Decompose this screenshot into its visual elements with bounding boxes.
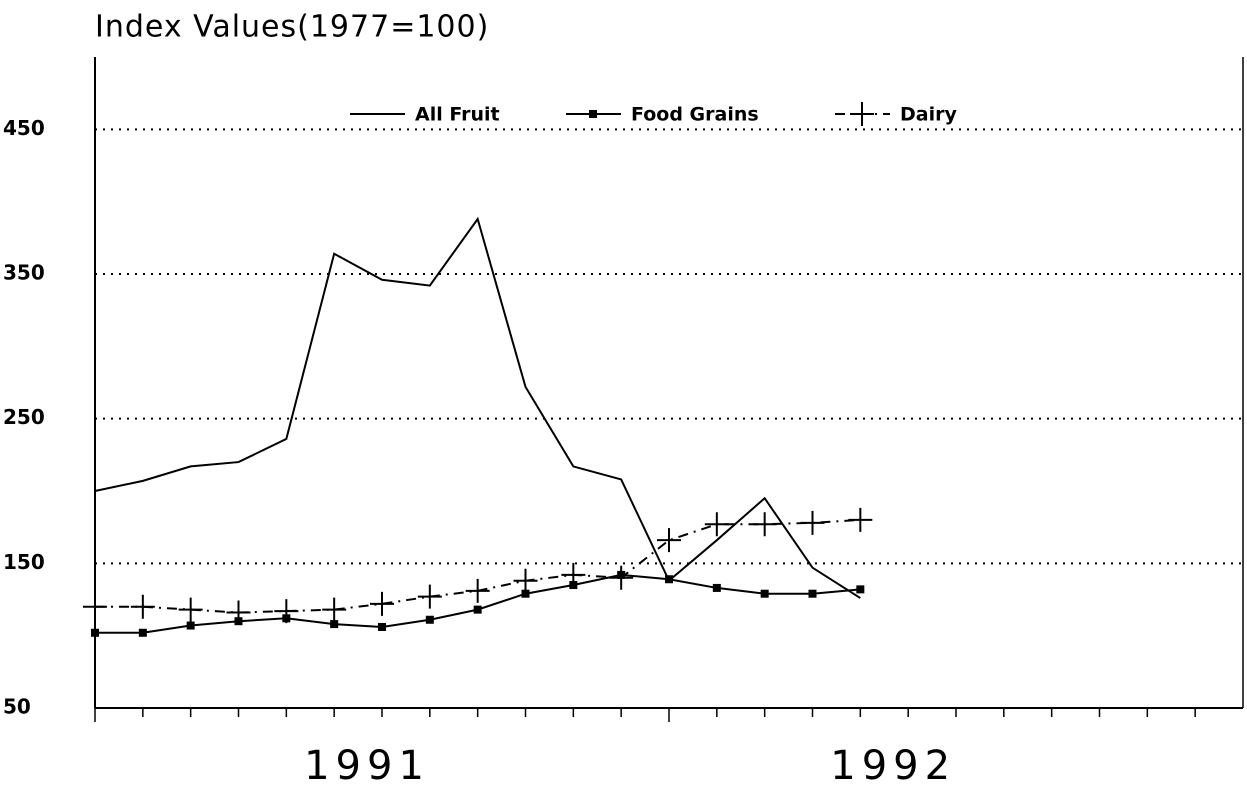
marker (521, 589, 530, 598)
y-tick-label: 450 (3, 116, 45, 140)
x-tick-label: 1991 (304, 743, 430, 785)
marker (83, 594, 107, 619)
marker (130, 594, 155, 619)
marker (800, 510, 825, 535)
y-tick-label: 150 (3, 550, 45, 574)
marker (186, 621, 195, 630)
marker (760, 589, 769, 598)
marker (561, 562, 586, 587)
marker (848, 507, 873, 532)
marker (370, 591, 394, 616)
x-tick-label: 1992 (830, 743, 956, 785)
marker (657, 528, 681, 553)
marker (712, 583, 721, 592)
legend-label: Dairy (900, 104, 957, 126)
y-tick-label: 350 (3, 261, 45, 285)
legend-marker (850, 102, 874, 126)
marker (417, 584, 442, 609)
marker (138, 628, 147, 637)
y-tick-label: 50 (3, 695, 31, 719)
marker (513, 568, 538, 593)
marker (226, 600, 251, 625)
legend-marker (589, 110, 597, 118)
marker (425, 615, 434, 624)
marker (856, 585, 865, 594)
marker (274, 599, 299, 624)
marker (91, 628, 99, 637)
y-tick-label: 250 (3, 405, 45, 429)
legend-label: Food Grains (631, 104, 759, 126)
marker (704, 512, 729, 537)
marker (378, 622, 386, 631)
marker (473, 605, 482, 614)
marker (465, 578, 490, 603)
marker (752, 512, 777, 537)
chart-title: Index Values(1977=100) (95, 10, 489, 45)
marker (330, 620, 339, 629)
marker (178, 597, 203, 622)
series-line (94, 216, 861, 599)
legend-label: All Fruit (415, 104, 500, 126)
marker (808, 589, 817, 598)
marker (609, 565, 634, 590)
marker (322, 597, 347, 622)
marker (665, 575, 673, 584)
